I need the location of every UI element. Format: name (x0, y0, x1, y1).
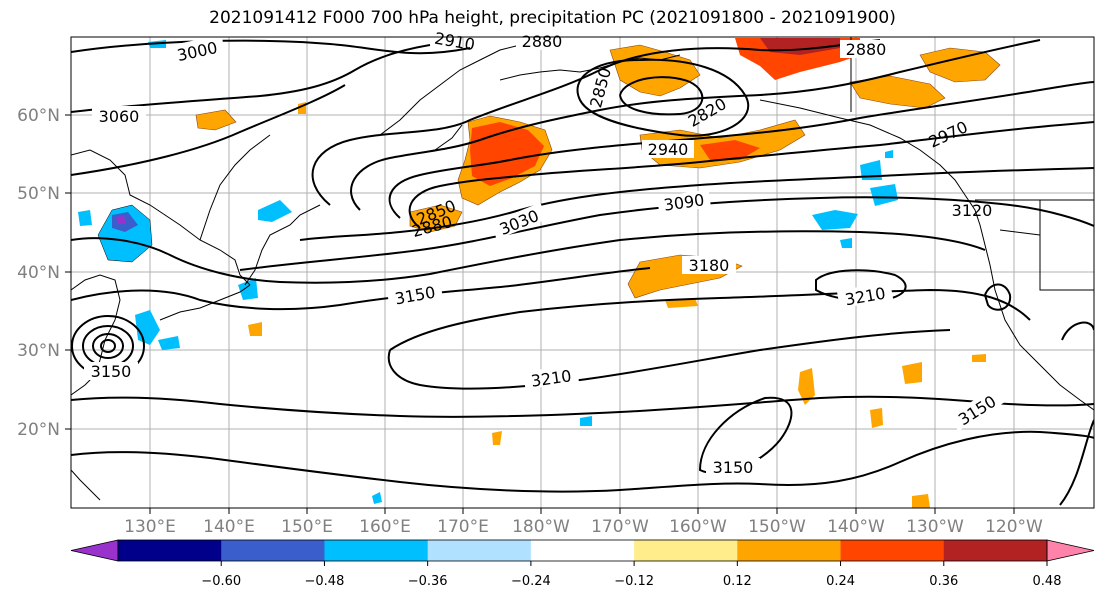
lat-tick-label: 20°N (17, 420, 60, 440)
longitude-axis: 130°E 140°E 150°E 160°E 170°E 180°W 170°W 160°W… (124, 508, 1043, 537)
lat-tick-label: 30°N (17, 341, 60, 361)
lat-tick-label: 40°N (17, 263, 60, 283)
lon-tick-label: 160°W (669, 517, 727, 537)
lon-tick-label: 140°W (827, 517, 885, 537)
contour-label: 3150 (91, 362, 132, 381)
colorbar-segment (427, 540, 532, 561)
colorbar-tick-label: −0.24 (511, 574, 551, 589)
contour-label: 3060 (99, 107, 140, 126)
colorbar-segment (221, 540, 325, 561)
colorbar-tick-label: 0.36 (929, 574, 958, 589)
colorbar-segment (737, 540, 842, 561)
precip-negative-shading (78, 40, 898, 504)
colorbar-segment (943, 540, 1048, 561)
colorbar-tick-label: −0.12 (614, 574, 654, 589)
colorbar-segment (118, 540, 222, 561)
contour-label: 2940 (648, 140, 689, 159)
colorbar-segment (634, 540, 738, 561)
colorbar-segment (530, 540, 635, 561)
map-title: 2021091412 F000 700 hPa height, precipit… (209, 8, 896, 28)
latitude-axis: 60°N 50°N 40°N 30°N 20°N (17, 106, 71, 440)
contour-label: 2880 (522, 32, 563, 51)
height-contours (71, 39, 1094, 506)
colorbar-segment (324, 540, 429, 561)
lat-tick-label: 60°N (17, 106, 60, 126)
lon-tick-label: 150°W (748, 517, 806, 537)
contour-label: 3120 (952, 201, 993, 220)
coastlines (71, 37, 1094, 501)
colorbar-extend-max (1046, 539, 1095, 562)
graticule (71, 37, 1094, 508)
colorbar-tick-label: −0.36 (408, 574, 448, 589)
lon-tick-label: 150°E (281, 517, 333, 537)
lon-tick-label: 170°E (437, 517, 489, 537)
lon-tick-label: 140°E (203, 517, 255, 537)
colorbar-tick-label: −0.60 (201, 574, 241, 589)
colorbar: −0.60 −0.48 −0.36 −0.24 −0.12 0.12 0.24 0.36 0.4… (70, 539, 1095, 589)
colorbar-tick-label: 0.24 (826, 574, 855, 589)
contour-label: 3150 (713, 458, 754, 477)
lon-tick-label: 130°W (906, 517, 964, 537)
contour-label: 2880 (846, 40, 887, 59)
colorbar-segment (840, 540, 945, 561)
lon-tick-label: 180°W (512, 517, 570, 537)
colorbar-tick-label: 0.12 (723, 574, 752, 589)
lat-tick-label: 50°N (17, 184, 60, 204)
contour-label: 3180 (689, 256, 730, 275)
lon-tick-label: 170°W (591, 517, 649, 537)
lon-tick-label: 160°E (359, 517, 411, 537)
lon-tick-label: 120°W (985, 517, 1043, 537)
colorbar-tick-label: −0.48 (305, 574, 345, 589)
colorbar-tick-label: 0.48 (1033, 574, 1062, 589)
colorbar-extend-min (70, 539, 119, 562)
lon-tick-label: 130°E (124, 517, 176, 537)
